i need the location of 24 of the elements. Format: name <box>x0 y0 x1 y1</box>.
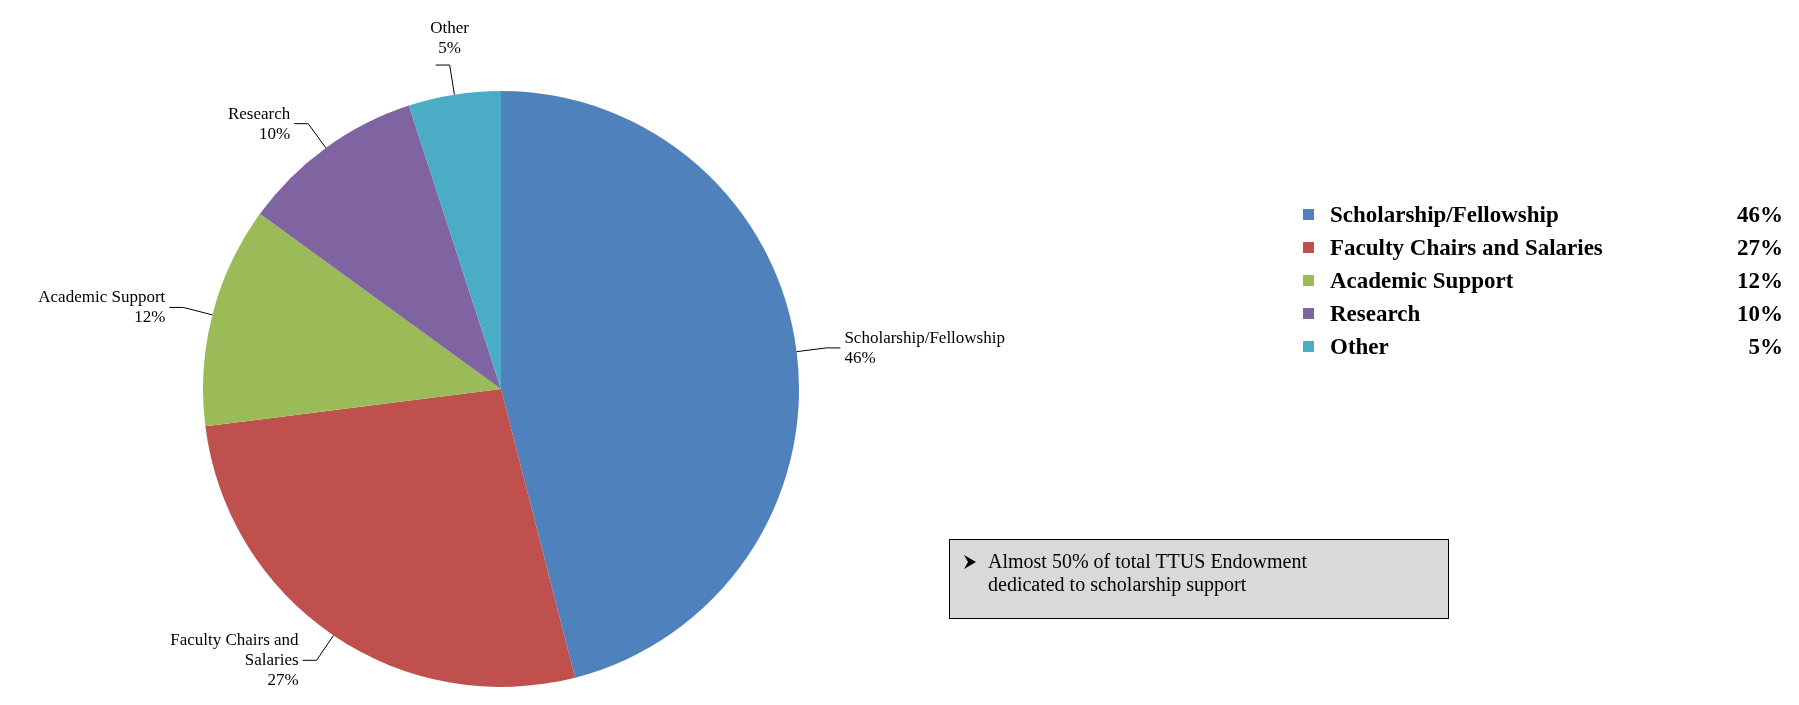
text: 46% <box>1737 201 1783 227</box>
text: Almost 50% of total TTUS Endowment dedicated to scholarship support <box>988 550 1309 598</box>
text: 12% <box>1737 267 1783 293</box>
slice-label: Research <box>227 103 291 123</box>
legend-label: Faculty Chairs and Salaries <box>1330 234 1604 261</box>
slice-label: Other <box>430 18 470 38</box>
data-label: 10% <box>259 123 291 143</box>
legend-label: Research <box>1330 300 1422 327</box>
pie-slice <box>203 213 501 427</box>
text: 10% <box>1737 300 1783 326</box>
slice-label: Academic Support <box>38 287 166 307</box>
pie-slice <box>408 91 501 389</box>
slice-label: Faculty Chairs and Salaries <box>170 630 300 670</box>
data-label: 5% <box>438 38 462 58</box>
legend-label: Academic Support <box>1330 267 1515 294</box>
text: 27% <box>1737 234 1783 260</box>
legend-label: Other <box>1330 333 1390 360</box>
data-label: 27% <box>267 670 299 690</box>
slice-label: Scholarship/Fellowship <box>844 327 1005 347</box>
text: 5% <box>1748 333 1783 359</box>
pie-slice <box>501 91 799 678</box>
legend-label: Scholarship/Fellowship <box>1330 201 1560 228</box>
data-label: 46% <box>844 347 876 367</box>
data-label: 12% <box>134 307 166 327</box>
